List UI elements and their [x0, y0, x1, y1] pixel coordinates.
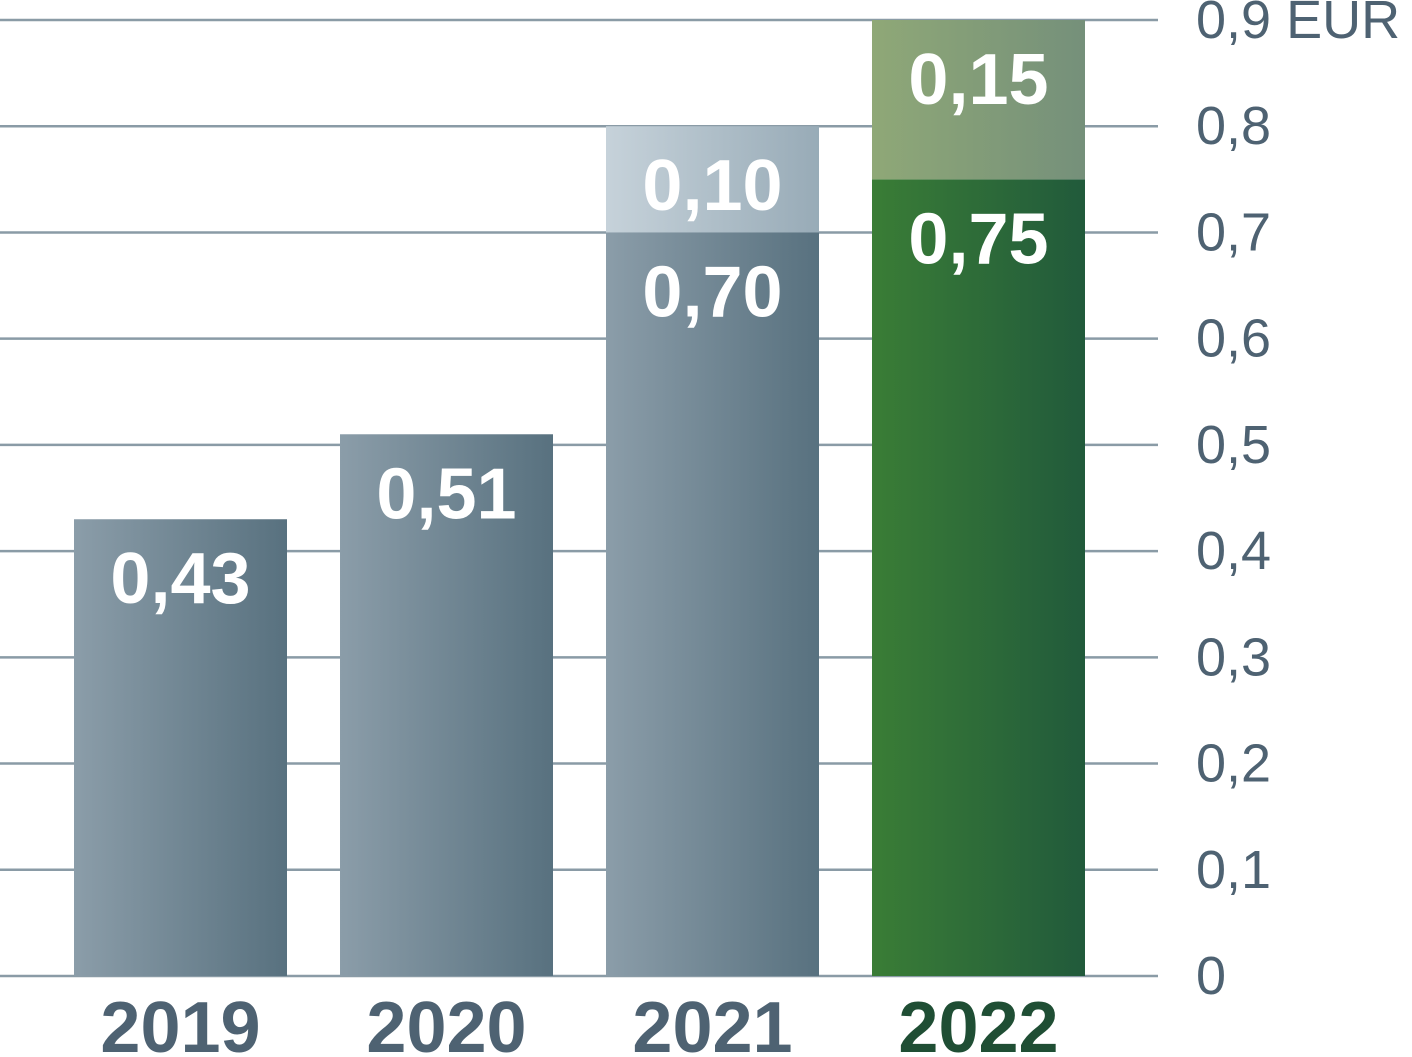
y-tick-label: 0,4 — [1196, 521, 1271, 581]
y-tick-label: 0,1 — [1196, 840, 1271, 900]
value-label-2021-segment-1: 0,70 — [642, 252, 782, 332]
y-tick-label: 0,8 — [1196, 96, 1271, 156]
value-label-2022-segment-1: 0,75 — [908, 199, 1048, 279]
y-tick-label: 0,2 — [1196, 734, 1271, 794]
value-label-2020-segment-1: 0,51 — [376, 454, 516, 534]
value-label-2021-segment-2: 0,10 — [642, 146, 782, 226]
bar-2020-segment-1 — [340, 434, 553, 976]
category-label-2022: 2022 — [898, 988, 1058, 1057]
category-label-2019: 2019 — [100, 988, 260, 1057]
bar-2022-segment-1 — [872, 179, 1085, 977]
bar-2021-segment-1 — [606, 232, 819, 976]
bar-2022-segment-2 — [872, 20, 1085, 180]
y-tick-label: 0 — [1196, 946, 1226, 1006]
bar-2019-segment-1 — [74, 519, 287, 976]
y-tick-label: 0,5 — [1196, 415, 1271, 475]
category-label-2021: 2021 — [632, 988, 792, 1057]
value-label-2019-segment-1: 0,43 — [110, 539, 250, 619]
value-label-2022-segment-2: 0,15 — [908, 40, 1048, 120]
category-label-2020: 2020 — [366, 988, 526, 1057]
y-tick-label: 0,9 EUR — [1196, 0, 1400, 50]
bar-value-labels: 0,43 0,51 0,70 0,10 0,75 0,15 — [110, 40, 1048, 619]
x-axis-categories: 2019 2020 2021 2022 — [100, 988, 1058, 1057]
y-tick-label: 0,7 — [1196, 202, 1271, 262]
y-tick-label: 0,6 — [1196, 309, 1271, 369]
y-axis-ticks: 0 0,1 0,2 0,3 0,4 0,5 0,6 0,7 0,8 0,9 EUR — [1196, 0, 1400, 1006]
y-tick-label: 0,3 — [1196, 627, 1271, 687]
bar-2021-segment-2 — [606, 126, 819, 233]
bars — [74, 20, 1085, 977]
